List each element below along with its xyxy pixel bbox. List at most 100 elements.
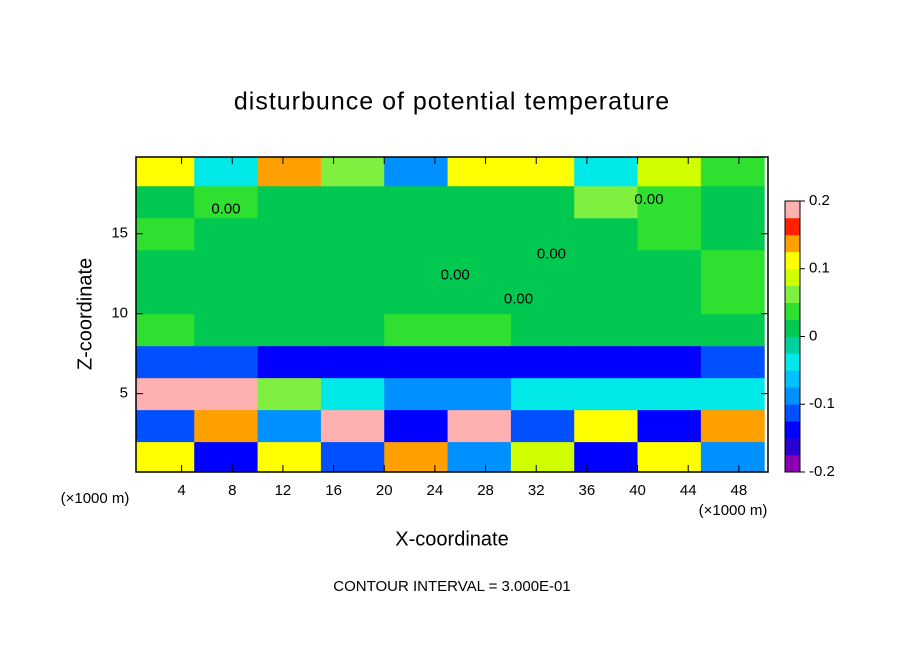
x-axis-label: X-coordinate (395, 528, 508, 550)
contour-label: 0.00 (211, 201, 240, 218)
cell (700, 313, 765, 347)
cell (637, 249, 702, 283)
cell (136, 377, 195, 411)
cell (510, 157, 575, 187)
y-tick-label: 10 (111, 305, 128, 322)
cell (320, 217, 385, 251)
cell (637, 281, 702, 315)
colorbar-swatch (785, 268, 800, 286)
cell (574, 217, 639, 251)
x-tick-label: 32 (528, 482, 545, 499)
cell (700, 157, 765, 187)
cell (257, 377, 322, 411)
plot-frame (135, 156, 769, 473)
colorbar-tick-label: -0.1 (809, 395, 835, 412)
cell (320, 441, 385, 472)
cell (700, 249, 765, 283)
cell (510, 313, 575, 347)
cell (574, 249, 639, 283)
x-tick-label: 20 (376, 482, 393, 499)
cell (194, 249, 259, 283)
cell (136, 409, 195, 443)
cell (700, 345, 765, 379)
cell (136, 313, 195, 347)
cell (384, 313, 449, 347)
colorbar-swatch (785, 217, 800, 236)
colorbar-tick-label: 0 (809, 327, 817, 344)
cell (574, 157, 639, 187)
cell (194, 281, 259, 315)
colorbar-swatch (785, 438, 800, 456)
cell (510, 185, 575, 219)
cell (257, 313, 322, 347)
colorbar-swatch (785, 404, 800, 422)
cell (257, 217, 322, 251)
cell (447, 313, 512, 347)
cell (194, 157, 259, 187)
footer-note: CONTOUR INTERVAL = 3.000E-01 (333, 578, 570, 595)
x-tick-label: 8 (228, 482, 236, 499)
colorbar-swatch (785, 421, 800, 439)
cell (257, 249, 322, 283)
cell (320, 249, 385, 283)
cell (384, 345, 449, 379)
cell (637, 441, 702, 472)
x-unit-label: (×1000 m) (699, 502, 768, 519)
x-tick-label: 24 (427, 482, 444, 499)
colorbar-swatch (785, 201, 800, 219)
contour-label: 0.00 (537, 246, 566, 263)
cell (700, 281, 765, 315)
cell (700, 185, 765, 219)
cell (574, 345, 639, 379)
colorbar-swatch (785, 285, 800, 303)
contour-label: 0.00 (634, 191, 663, 208)
cell (257, 441, 322, 472)
cell (447, 377, 512, 411)
cell (384, 185, 449, 219)
cell (194, 185, 259, 219)
cell (700, 409, 765, 443)
x-tick-label: 4 (177, 482, 185, 499)
cell (510, 249, 575, 283)
cell (320, 377, 385, 411)
cell (194, 217, 259, 251)
cell (574, 313, 639, 347)
cell (136, 249, 195, 283)
cell (574, 281, 639, 315)
cell (257, 409, 322, 443)
cell (320, 281, 385, 315)
cell (384, 217, 449, 251)
cell (384, 281, 449, 315)
cell (700, 377, 765, 411)
colorbar-swatch (785, 455, 800, 473)
colorbar-swatch (785, 302, 800, 320)
chart-title: disturbunce of potential temperature (234, 88, 670, 116)
colorbar-swatch (785, 370, 800, 388)
cell (574, 441, 639, 472)
cell (637, 409, 702, 443)
colorbar-swatch (785, 336, 800, 354)
y-tick-label: 5 (120, 385, 128, 402)
colorbar-tick-label: 0.2 (809, 192, 830, 209)
cell (637, 377, 702, 411)
cell (194, 313, 259, 347)
colorbar-tick-label: 0.1 (809, 260, 830, 277)
cell (136, 281, 195, 315)
cell (637, 217, 702, 251)
x-tick-label: 16 (325, 482, 342, 499)
colorbar-swatch (785, 387, 800, 405)
cell (510, 281, 575, 315)
y-tick-label: 15 (111, 225, 128, 242)
cell (510, 345, 575, 379)
x-tick-label: 44 (680, 482, 697, 499)
cell (136, 157, 195, 187)
cell (320, 313, 385, 347)
x-unit-label: (×1000 m) (61, 490, 130, 507)
cell (447, 249, 512, 283)
y-axis-label: Z-coordinate (74, 258, 96, 370)
cell (447, 281, 512, 315)
cell (447, 157, 512, 187)
cell (257, 345, 322, 379)
cell (700, 441, 765, 472)
contour-label: 0.00 (504, 290, 533, 307)
